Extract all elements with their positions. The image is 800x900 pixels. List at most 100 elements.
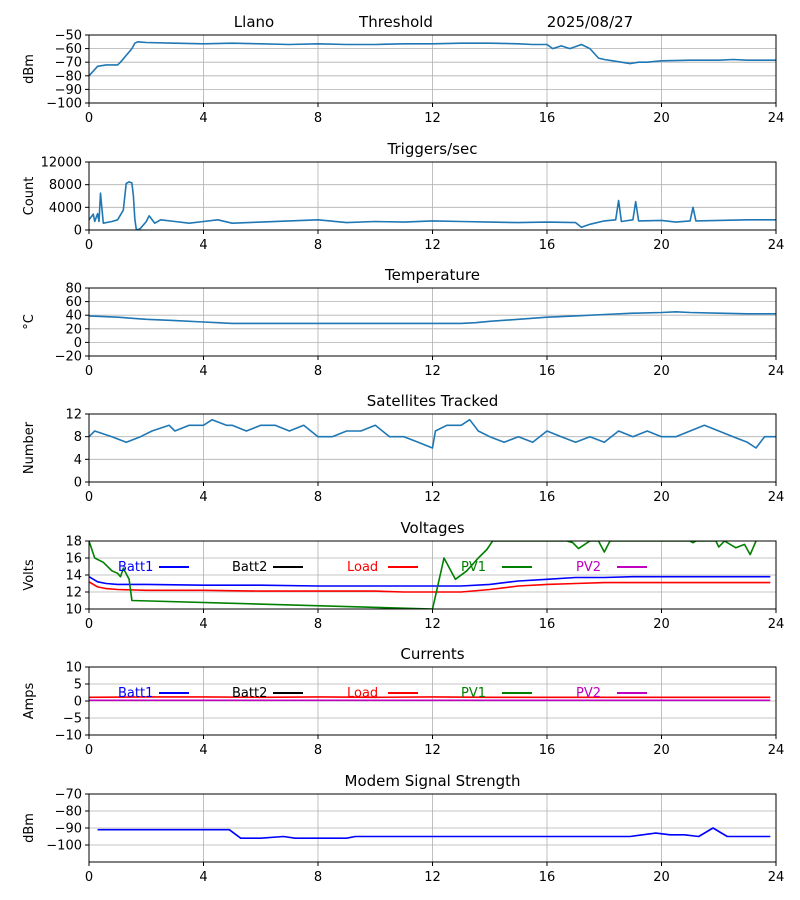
- x-tick-label: 0: [85, 111, 93, 126]
- x-tick-label: 4: [199, 870, 207, 885]
- panel-signal: 0 4 8 12 16 20 24 −100−90−80−70−60−50 dBm: [22, 29, 784, 127]
- y-tick-label: 18: [65, 535, 82, 550]
- chart-title: Voltages: [400, 519, 464, 537]
- legend: Batt1 Batt2 Load PV1 PV2: [118, 560, 647, 575]
- series-group: [97, 827, 771, 840]
- y-axis-label: dBm: [22, 54, 37, 84]
- y-tick-label: 12: [65, 586, 82, 601]
- x-tick-label: 0: [85, 238, 93, 253]
- x-tick-label: 16: [539, 364, 556, 379]
- x-tick-label: 8: [314, 111, 322, 126]
- y-axis-label: dBm: [22, 813, 37, 843]
- x-tick-label: 20: [653, 111, 670, 126]
- x-tick-label: 4: [199, 617, 207, 632]
- series-line-load: [89, 581, 771, 593]
- y-axis-label: °C: [22, 314, 37, 330]
- x-tick-label: 4: [199, 490, 207, 505]
- series-group: [89, 418, 776, 449]
- y-tick-label: 8000: [49, 178, 82, 193]
- legend-label: PV2: [576, 560, 601, 575]
- y-tick-label: 0: [74, 224, 82, 239]
- y-tick-label: −100: [46, 97, 82, 112]
- x-tick-label: 12: [424, 490, 441, 505]
- legend-label: PV2: [576, 686, 601, 701]
- x-tick-label: 20: [653, 238, 670, 253]
- y-axis-label: Amps: [22, 682, 37, 719]
- series-group: [89, 40, 776, 77]
- y-tick-label: 8: [74, 430, 82, 445]
- chart-title: Triggers/sec: [387, 140, 478, 158]
- x-tick-label: 4: [199, 238, 207, 253]
- y-tick-label: −5: [63, 712, 82, 727]
- header-date: 2025/08/27: [547, 13, 633, 31]
- x-tick-label: 20: [653, 490, 670, 505]
- y-tick-label: −10: [55, 729, 82, 744]
- x-tick-label: 4: [199, 111, 207, 126]
- x-tick-label: 4: [199, 743, 207, 758]
- y-tick-label: −80: [55, 69, 82, 84]
- y-tick-label: 16: [65, 552, 82, 567]
- y-tick-label: 40: [65, 309, 82, 324]
- x-tick-label: 0: [85, 743, 93, 758]
- panel-satellites: 0 4 8 12 16 20 24 0 4 8 12 Satellites Tracked Number: [22, 392, 784, 505]
- x-tick-label: 8: [314, 743, 322, 758]
- series-line-satellites: [89, 418, 776, 449]
- y-tick-label: −90: [55, 83, 82, 98]
- x-tick-label: 24: [768, 238, 785, 253]
- x-tick-label: 16: [539, 111, 556, 126]
- x-tick-label: 24: [768, 870, 785, 885]
- y-tick-label: −80: [55, 805, 82, 820]
- y-tick-label: 0: [74, 695, 82, 710]
- x-tick-label: 12: [424, 617, 441, 632]
- x-tick-label: 24: [768, 617, 785, 632]
- x-tick-label: 24: [768, 743, 785, 758]
- x-tick-label: 4: [199, 364, 207, 379]
- y-axis-label: Count: [22, 177, 37, 216]
- series-line-batt1: [89, 575, 771, 587]
- x-tick-label: 16: [539, 743, 556, 758]
- x-tick-label: 8: [314, 490, 322, 505]
- series-line-pv1: [89, 541, 757, 609]
- x-tick-label: 12: [424, 870, 441, 885]
- y-tick-label: 10: [65, 661, 82, 676]
- y-tick-label: 80: [65, 282, 82, 297]
- series-line-signal: [89, 40, 776, 77]
- legend-label: Batt2: [232, 560, 267, 575]
- legend-label: Batt1: [118, 560, 153, 575]
- x-tick-label: 8: [314, 870, 322, 885]
- legend-label: Load: [347, 686, 378, 701]
- x-tick-label: 24: [768, 111, 785, 126]
- x-tick-label: 16: [539, 490, 556, 505]
- y-axis-label: Number: [22, 421, 37, 474]
- x-tick-label: 8: [314, 617, 322, 632]
- y-tick-label: −100: [46, 839, 82, 854]
- y-tick-label: −90: [55, 822, 82, 837]
- x-tick-label: 8: [314, 364, 322, 379]
- x-tick-label: 16: [539, 870, 556, 885]
- x-tick-label: 0: [85, 870, 93, 885]
- y-tick-label: 12000: [41, 156, 82, 171]
- x-tick-label: 24: [768, 490, 785, 505]
- x-tick-label: 8: [314, 238, 322, 253]
- panel-modem: 0 4 8 12 16 20 24 −100 −90 −80 −70 Modem Signal Str…: [22, 772, 784, 885]
- y-tick-label: −70: [55, 788, 82, 803]
- x-tick-label: 12: [424, 111, 441, 126]
- chart-title: Temperature: [384, 266, 480, 284]
- y-tick-label: −60: [55, 42, 82, 57]
- series-line-modem: [97, 827, 771, 840]
- x-tick-label: 12: [424, 743, 441, 758]
- x-tick-label: 20: [653, 364, 670, 379]
- y-tick-label: 0: [74, 476, 82, 491]
- y-tick-label: 14: [65, 569, 82, 584]
- header: Llano Threshold 2025/08/27: [234, 13, 633, 31]
- series-group: [89, 541, 771, 609]
- legend-label: Batt2: [232, 686, 267, 701]
- y-tick-label: 4: [74, 453, 82, 468]
- x-tick-label: 0: [85, 364, 93, 379]
- y-tick-label: 0: [74, 336, 82, 351]
- x-tick-label: 20: [653, 743, 670, 758]
